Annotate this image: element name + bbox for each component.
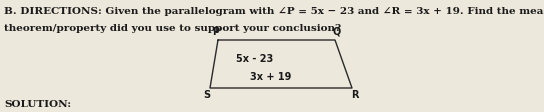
Text: Q: Q (333, 27, 341, 37)
Text: R: R (351, 90, 358, 100)
Text: theorem/property did you use to support your conclusion?: theorem/property did you use to support … (4, 24, 341, 33)
Text: 5x - 23: 5x - 23 (236, 54, 273, 64)
Text: B. DIRECTIONS: Given the parallelogram with ∠P = 5x − 23 and ∠R = 3x + 19. Find : B. DIRECTIONS: Given the parallelogram w… (4, 7, 544, 16)
Text: 3x + 19: 3x + 19 (250, 72, 292, 82)
Text: P: P (213, 27, 220, 37)
Text: SOLUTION:: SOLUTION: (4, 100, 71, 109)
Text: S: S (203, 90, 211, 100)
